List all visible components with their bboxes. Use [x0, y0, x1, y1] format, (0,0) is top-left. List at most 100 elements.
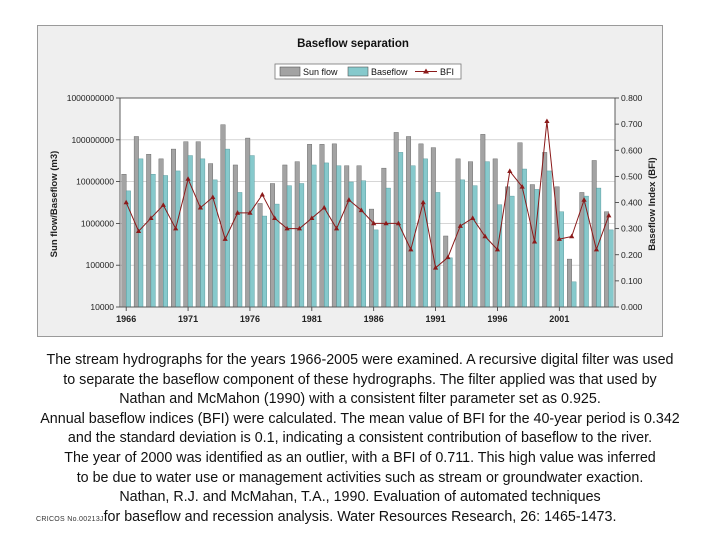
bfi-point	[544, 118, 550, 124]
bar-baseflow	[237, 192, 243, 308]
plot-border	[119, 97, 616, 308]
bar-sunflow	[468, 161, 473, 308]
bar-baseflow	[583, 195, 589, 308]
bfi-point	[148, 215, 154, 220]
legend-label-baseflow: Baseflow	[371, 67, 408, 77]
bar-baseflow	[571, 281, 577, 308]
bfi-point	[519, 184, 525, 189]
bfi-point	[284, 225, 290, 231]
y-right-tick-label: 0.400	[621, 198, 643, 208]
footer-code: CRICOS No.00213J	[36, 516, 104, 523]
bar-baseflow	[447, 257, 453, 308]
plot-background	[119, 97, 616, 308]
bfi-point	[247, 210, 253, 215]
bar-sunflow	[381, 167, 387, 308]
y-right-tick-label: 0.800	[621, 93, 643, 103]
bar-baseflow	[497, 204, 503, 308]
bar-sunflow	[505, 186, 511, 308]
x-tick-label: 1986	[364, 314, 384, 324]
bar-baseflow	[299, 183, 305, 308]
bfi-point	[569, 233, 575, 239]
bar-sunflow	[282, 164, 288, 308]
bfi-point	[185, 176, 191, 181]
bfi-point	[445, 254, 451, 260]
bfi-point	[494, 246, 501, 252]
bar-sunflow	[257, 203, 263, 308]
bar-sunflow	[195, 141, 201, 308]
bar-baseflow	[336, 165, 342, 308]
bfi-point	[321, 204, 327, 210]
bfi-point	[333, 225, 340, 231]
bfi-point	[160, 202, 166, 207]
bar-baseflow	[608, 229, 614, 308]
bar-baseflow	[286, 185, 292, 308]
bar-baseflow	[435, 192, 441, 308]
bfi-point	[457, 223, 463, 228]
x-tick-label: 1996	[487, 314, 507, 324]
legend-label-sunflow: Sun flow	[303, 67, 338, 77]
bfi-point	[395, 220, 402, 226]
x-tick-label: 2001	[549, 314, 569, 324]
bfi-point	[296, 225, 303, 231]
bar-sunflow	[158, 158, 164, 308]
bar-baseflow	[311, 164, 317, 308]
bar-sunflow	[121, 174, 127, 308]
x-tick-label: 1971	[178, 314, 198, 324]
y-axis-left-label: Sun flow/Baseflow (m3)	[49, 151, 60, 258]
bar-sunflow	[480, 134, 486, 308]
y-left-tick-label: 100000000	[71, 135, 114, 145]
chart-container: Baseflow separation Sun flow Baseflow BF…	[37, 25, 663, 337]
bfi-point	[581, 197, 587, 202]
bar-baseflow	[224, 148, 230, 308]
bfi-point	[371, 220, 377, 226]
bfi-point	[135, 228, 142, 234]
y-axis-right-label: Baseflow Index (BFI)	[647, 157, 658, 250]
bar-sunflow	[146, 154, 152, 308]
bar-sunflow	[356, 165, 362, 308]
bar-sunflow	[406, 136, 412, 308]
bfi-point	[358, 207, 364, 213]
text-line-6: The year of 2000 was identified as an ou…	[64, 449, 656, 466]
legend-marker-bfi	[423, 68, 429, 74]
chart-title: Baseflow separation	[297, 38, 409, 50]
text-line-1: The stream hydrographs for the years 196…	[46, 352, 674, 368]
y-left-tick-label: 1000000	[81, 218, 114, 228]
bfi-point	[383, 220, 389, 226]
bfi-line	[125, 121, 610, 269]
bar-sunflow	[542, 152, 548, 308]
bfi-point	[346, 197, 352, 202]
body-text: The stream hydrographs for the years 196…	[0, 351, 720, 527]
bfi-point	[222, 236, 228, 241]
bar-sunflow	[270, 183, 275, 308]
bfi-point	[210, 194, 216, 200]
bfi-point	[197, 204, 204, 210]
bar-sunflow	[492, 158, 498, 308]
bar-sunflow	[430, 147, 436, 308]
bar-baseflow	[373, 229, 379, 308]
bar-sunflow	[294, 161, 300, 308]
bfi-point	[309, 215, 315, 220]
bar-sunflow	[418, 143, 424, 308]
y-right-tick-label: 0.200	[621, 250, 643, 260]
bar-baseflow	[200, 158, 206, 308]
bar-baseflow	[175, 170, 181, 308]
bfi-point	[432, 265, 439, 270]
bar-sunflow	[393, 132, 399, 308]
bar-sunflow	[443, 235, 449, 308]
bfi-point	[482, 233, 488, 239]
x-tick-label: 1966	[116, 314, 136, 324]
y-right-tick-label: 0.600	[621, 145, 643, 155]
baseflow-chart: Baseflow separation Sun flow Baseflow BF…	[49, 38, 658, 324]
text-line-2: to separate the baseflow component of th…	[63, 371, 657, 388]
legend-swatch-sunflow	[279, 66, 301, 77]
y-right-tick-label: 0.100	[621, 276, 643, 286]
y-left-tick-label: 1000000000	[67, 93, 115, 103]
bfi-point	[531, 238, 538, 244]
y-right-tick-label: 0.300	[621, 224, 643, 234]
bar-baseflow	[323, 162, 329, 308]
bar-baseflow	[422, 158, 428, 308]
y-right-tick-label: 0.500	[621, 171, 643, 181]
bar-sunflow	[245, 137, 251, 308]
bar-sunflow	[567, 258, 572, 308]
bar-baseflow	[398, 152, 404, 308]
